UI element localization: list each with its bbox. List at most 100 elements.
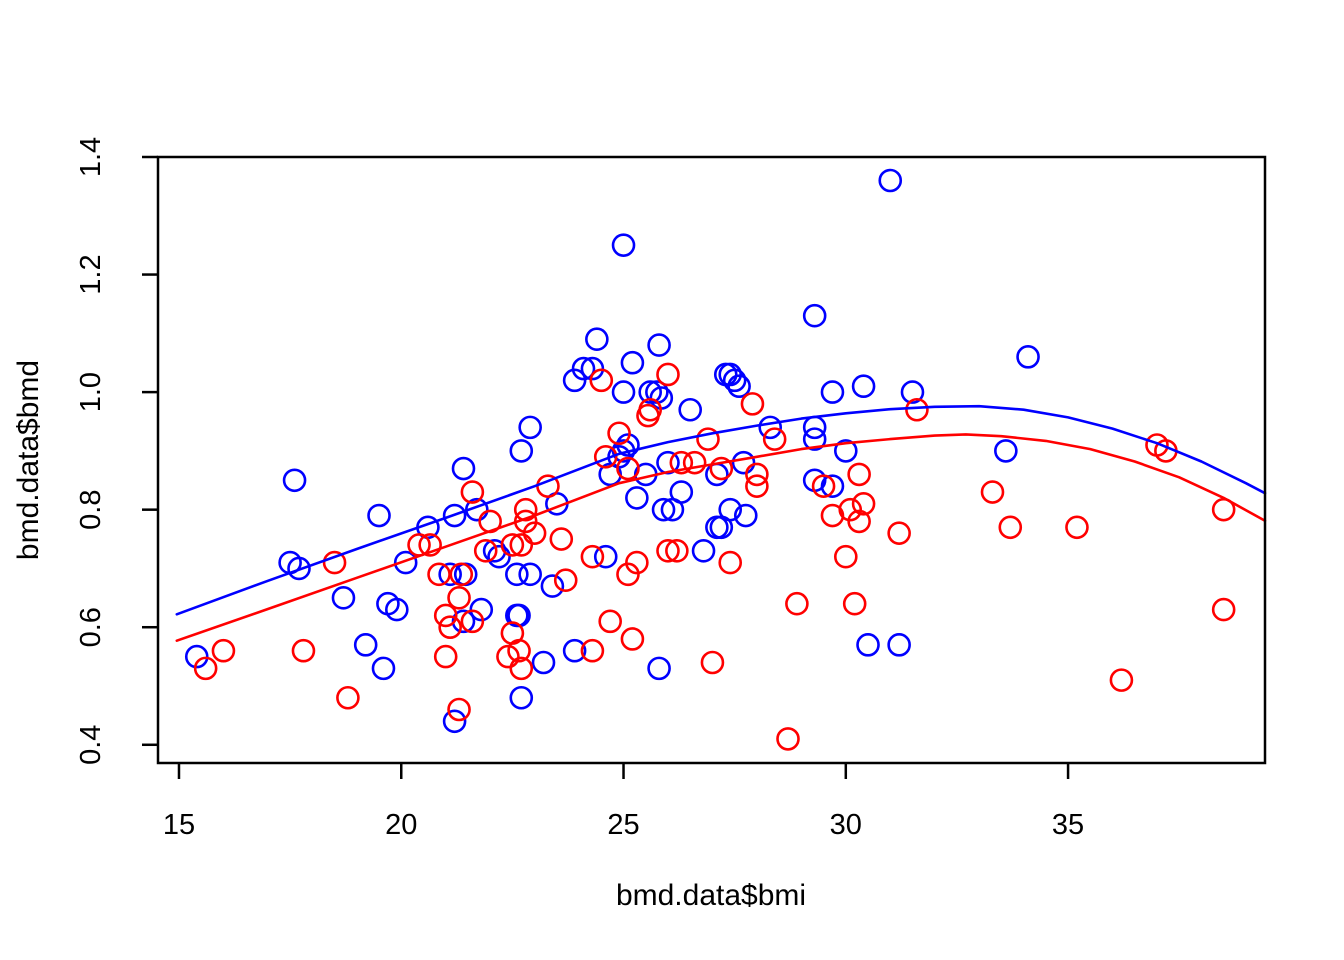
scatter-point-group-red — [438, 615, 462, 640]
scatter-point-group-blue — [616, 433, 640, 457]
scatter-point-group-blue — [705, 462, 729, 487]
scatter-point-group-red — [682, 450, 707, 475]
scatter-point-group-blue — [625, 486, 649, 510]
scatter-point-group-blue — [802, 427, 827, 451]
scatter-point-group-red — [745, 474, 769, 498]
scatter-point-group-red — [620, 627, 645, 651]
scatter-point-group-red — [718, 550, 743, 575]
scatter-point-group-blue — [451, 456, 476, 481]
scatter-point-group-red — [513, 497, 538, 522]
scatter-point-group-red — [833, 544, 858, 569]
scatter-point-group-red — [776, 727, 800, 751]
scatter-point-group-blue — [802, 303, 827, 328]
scatter-point-group-red — [322, 550, 347, 575]
scatter-point-group-red — [998, 515, 1023, 540]
scatter-point-group-blue — [487, 544, 511, 569]
scatter-point-group-blue — [887, 633, 911, 657]
x-tick-label: 20 — [385, 809, 417, 841]
scatter-point-group-blue — [531, 650, 556, 675]
scatter-point-group-blue — [509, 685, 534, 710]
y-tick-label: 1.0 — [75, 372, 107, 412]
scatter-point-group-blue — [540, 574, 565, 598]
scatter-point-group-red — [1109, 668, 1134, 692]
scatter-point-group-blue — [469, 597, 494, 622]
scatter-point-group-red — [847, 509, 871, 534]
scatter-point-group-blue — [709, 515, 734, 540]
scatter-point-group-blue — [878, 168, 903, 193]
scatter-point-group-blue — [620, 350, 645, 375]
scatter-point-group-red — [507, 638, 531, 663]
scatter-point-group-blue — [353, 633, 378, 657]
scatter-point-group-blue — [820, 380, 845, 404]
scatter-point-group-blue — [518, 415, 542, 440]
scatter-point-group-red — [496, 644, 520, 669]
scatter-point-group-blue — [585, 327, 609, 352]
scatter-point-group-red — [593, 444, 618, 469]
scatter-point-group-red — [709, 456, 734, 481]
y-tick-label: 1.2 — [75, 254, 107, 294]
scatter-point-group-red — [745, 462, 769, 487]
scatter-point-group-red — [616, 456, 640, 481]
scatter-point-group-blue — [571, 356, 596, 381]
x-tick-label: 15 — [163, 809, 195, 841]
scatter-point-group-blue — [331, 586, 356, 610]
scatter-point-group-red — [449, 562, 474, 587]
scatter-point-group-blue — [562, 368, 587, 393]
scatter-point-group-blue — [727, 374, 751, 399]
y-axis-title: bmd.data$bmd — [12, 360, 45, 560]
scatter-point-group-red — [842, 591, 867, 616]
scatter-point-group-red — [447, 697, 471, 722]
scatter-point-group-blue — [282, 468, 307, 493]
scatter-point-group-red — [616, 562, 640, 587]
scatter-point-group-red — [447, 586, 471, 610]
scatter-point-group-blue — [647, 656, 671, 681]
y-tick-label: 0.4 — [75, 725, 107, 765]
scatter-point-group-blue — [1016, 345, 1040, 369]
scatter-point-group-red — [696, 427, 720, 451]
scatter-point-group-blue — [442, 503, 467, 528]
scatter-point-group-red — [460, 609, 485, 634]
scatter-point-group-blue — [438, 562, 462, 587]
scatter-point-group-red — [700, 650, 725, 675]
scatter-point-group-blue — [660, 497, 685, 522]
y-tick-label: 0.8 — [75, 490, 107, 530]
scatter-point-group-red — [473, 539, 498, 563]
scatter-point-group-red — [1065, 515, 1089, 540]
scatter-point-group-red — [762, 427, 787, 451]
scatter-point-group-red — [740, 392, 765, 416]
y-tick-label: 0.6 — [75, 607, 107, 647]
scatter-point-group-blue — [758, 415, 783, 440]
scatter-point-group-red — [851, 491, 876, 516]
x-tick-label: 35 — [1052, 809, 1084, 841]
scatter-point-group-blue — [900, 380, 925, 404]
scatter-point-group-blue — [184, 644, 209, 669]
scatter-point-group-red — [509, 656, 534, 681]
scatter-point-group-red — [549, 527, 574, 551]
scatter-point-group-blue — [562, 638, 587, 663]
scatter-point-group-blue — [851, 374, 876, 399]
scatter-point-group-red — [636, 403, 660, 428]
scatter-point-group-red — [656, 362, 680, 387]
scatter-point-group-blue — [611, 380, 636, 404]
scatter-point-group-red — [211, 638, 236, 663]
scatter-point-group-blue — [593, 544, 618, 569]
x-tick-label: 30 — [830, 809, 862, 841]
scatter-point-group-red — [553, 568, 578, 593]
scatter-point-group-blue — [442, 709, 467, 734]
scatter-point-group-red — [887, 521, 911, 545]
scatter-point-group-blue — [385, 597, 409, 622]
scatter-point-group-red — [625, 550, 649, 575]
scatter-point-group-blue — [820, 474, 845, 498]
scatter-point-group-red — [580, 638, 605, 663]
scatter-point-group-red — [665, 539, 689, 563]
scatter-point-group-red — [291, 638, 316, 663]
scatter-point-group-red — [460, 480, 485, 504]
scatter-point-group-blue — [393, 550, 418, 575]
scatter-point-group-red — [522, 521, 547, 545]
plot-border — [156, 155, 1267, 765]
scatter-point-group-red — [500, 533, 525, 557]
scatter-point-group-red — [785, 591, 809, 616]
scatter-point-group-red — [811, 474, 836, 498]
